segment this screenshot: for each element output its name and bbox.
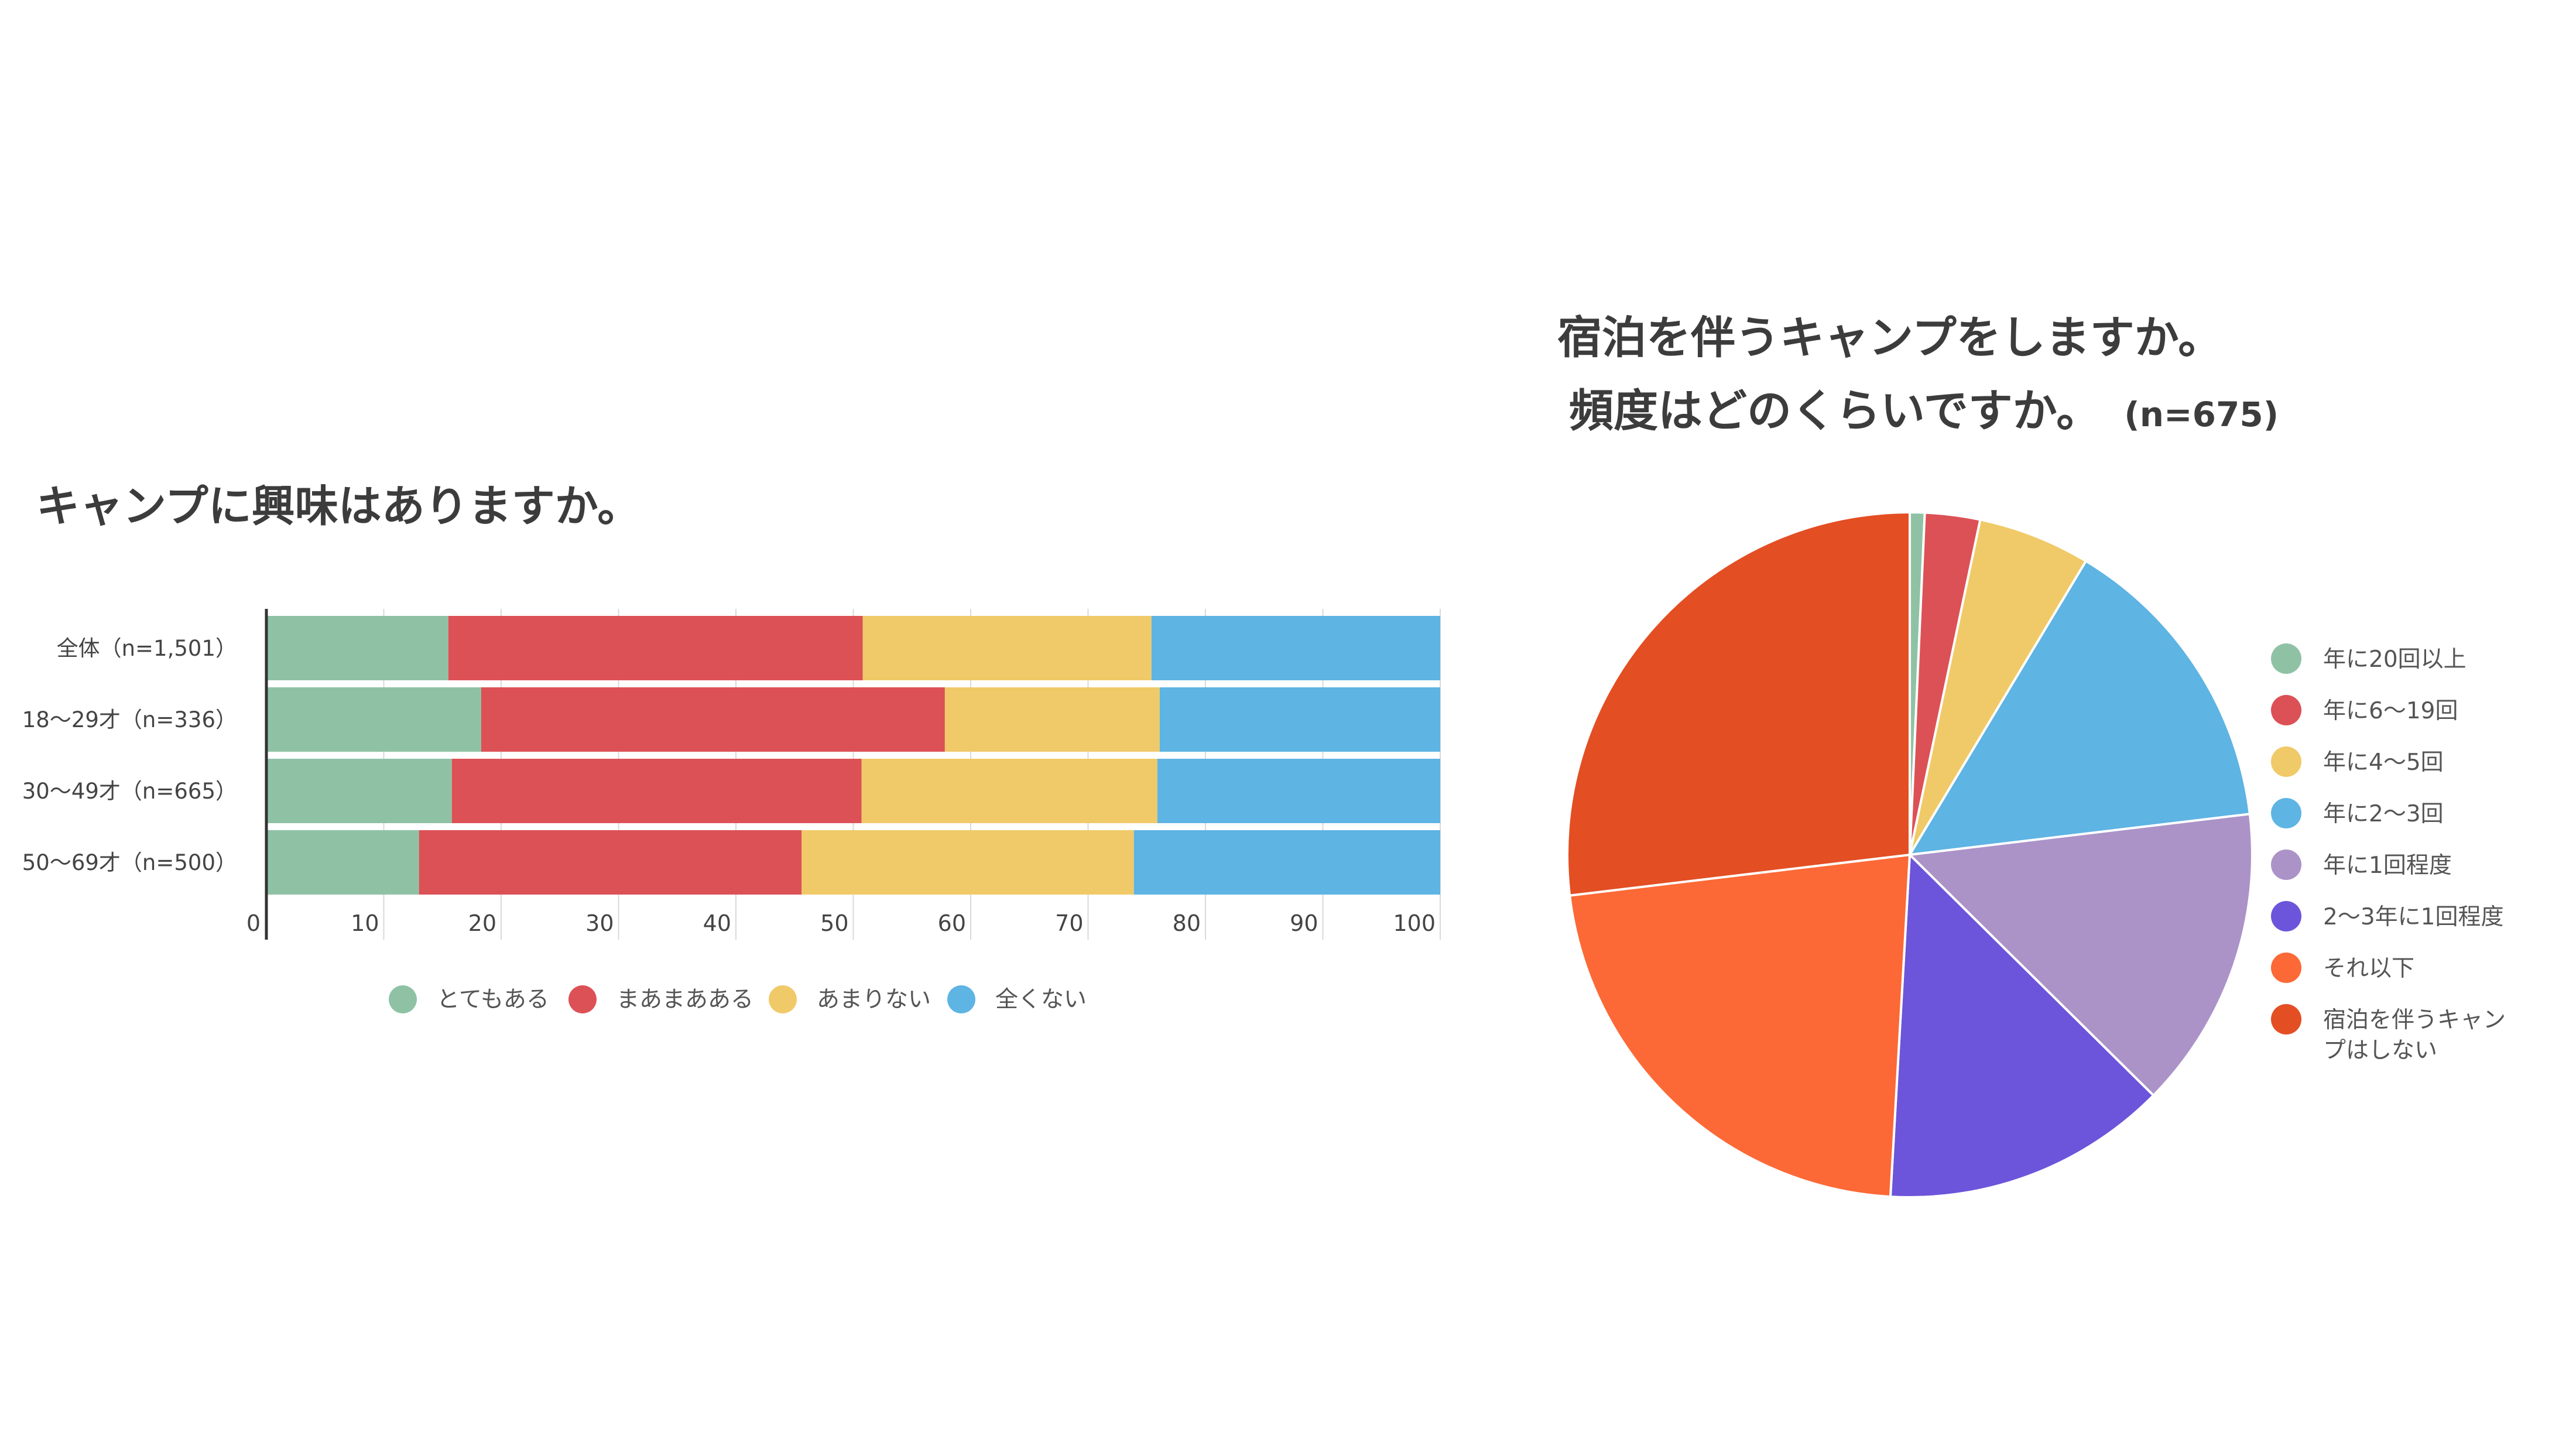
legend-label: あまりない (817, 986, 931, 1013)
bar-segment (448, 616, 863, 680)
legend-label: それ以下 (2323, 955, 2414, 982)
pie-slice (1909, 518, 2088, 856)
pie-slice (1568, 853, 1912, 1198)
category-label: 30〜49才（n=665） (22, 779, 237, 804)
bar-segment (266, 616, 448, 680)
legend-label: プはしない (2323, 1037, 2437, 1064)
pie-slice (1907, 559, 2252, 857)
legend-marker (769, 985, 797, 1013)
x-tick-label: 70 (1055, 910, 1083, 936)
bar-segment (1151, 616, 1440, 680)
x-tick-label: 50 (820, 910, 848, 936)
legend-label: 全くない (995, 986, 1087, 1013)
x-tick-label: 60 (938, 910, 966, 936)
bar-segment (1159, 687, 1440, 752)
x-tick-label: 0 (246, 910, 261, 936)
legend-label: まあまあある (616, 986, 753, 1013)
legend-label: 年に6〜19回 (2323, 698, 2458, 724)
bar-segment (861, 759, 1157, 823)
legend-marker (2271, 798, 2301, 828)
legend-label: 2〜3年に1回程度 (2323, 904, 2503, 930)
bar-segment (944, 687, 1160, 752)
bar-segment (801, 830, 1134, 895)
category-label: 50〜69才（n=500） (22, 850, 237, 875)
x-tick-label: 80 (1173, 910, 1201, 936)
legend-marker (568, 985, 597, 1013)
pie-chart-title-line1: 宿泊を伴うキャンプをしますか。 (1557, 311, 2223, 364)
category-label: 18〜29才（n=336） (22, 707, 237, 732)
legend-label: 年に2〜3回 (2323, 801, 2444, 827)
legend-label: 年に20回以上 (2323, 646, 2467, 673)
x-tick-label: 100 (1393, 910, 1436, 936)
bar-segment (266, 830, 419, 895)
legend-marker (389, 985, 417, 1013)
pie-slice (1566, 511, 1911, 897)
legend-marker (2271, 695, 2301, 725)
legend-marker (2271, 901, 2301, 931)
legend-label: 宿泊を伴うキャン (2323, 1007, 2506, 1033)
category-label: 全体（n=1,501） (57, 636, 237, 661)
x-tick-label: 40 (703, 910, 731, 936)
bar-segment (266, 759, 452, 823)
bar-chart-title: キャンプに興味はありますか。 (36, 481, 641, 532)
legend-marker (2271, 1004, 2301, 1034)
legend-marker (2271, 643, 2301, 674)
x-tick-label: 90 (1290, 910, 1318, 936)
bar-segment (451, 759, 862, 823)
pie-chart-title-text: 頻度はどのくらいですか。 (1569, 385, 2101, 437)
legend-marker (2271, 746, 2301, 777)
pie-chart-title-line2: 頻度はどのくらいですか。 (n=675) (1569, 375, 2279, 439)
bar-segment (1133, 830, 1440, 895)
x-tick-label: 20 (468, 910, 496, 936)
stacked-bar-chart: 全体（n=1,501） 18〜29才（n=336） 30〜49才（n=665） 50〜… (22, 609, 1441, 1013)
legend-marker (2271, 953, 2301, 983)
bar-segment (266, 687, 481, 752)
legend-marker (2271, 849, 2301, 880)
x-tick-label: 30 (585, 910, 614, 936)
pie-chart-sample-size: (n=675) (2124, 395, 2279, 434)
legend-marker (947, 985, 975, 1013)
bar-segment (419, 830, 802, 895)
legend-label: とてもある (437, 986, 549, 1013)
bar-segment (481, 687, 945, 752)
bar-segment (1157, 759, 1440, 823)
bar-segment (862, 616, 1152, 680)
pie-slice (1907, 813, 2253, 1097)
pie-slice (1889, 852, 2156, 1198)
legend-label: 年に1回程度 (2323, 852, 2452, 879)
x-tick-label: 10 (351, 910, 379, 936)
legend-label: 年に4〜5回 (2323, 749, 2444, 776)
